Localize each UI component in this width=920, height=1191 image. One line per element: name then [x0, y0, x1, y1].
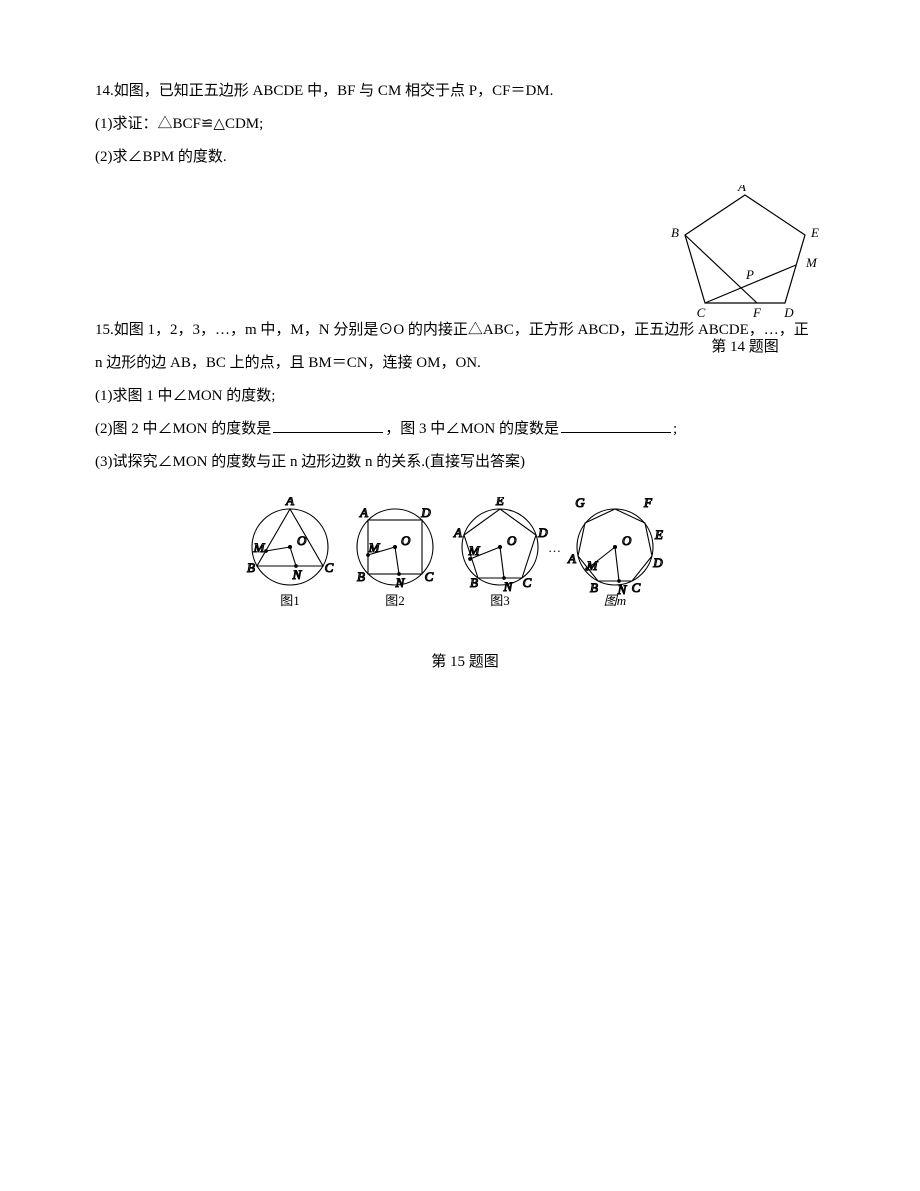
svg-text:M: M	[253, 540, 266, 555]
q15-part1: (1)求图 1 中∠MON 的度数;	[95, 380, 835, 413]
svg-text:N: N	[395, 575, 406, 590]
svg-text:A: A	[285, 497, 294, 508]
svg-text:O: O	[297, 533, 307, 548]
svg-text:D: D	[537, 525, 548, 540]
q14-text: 14.如图，已知正五边形 ABCDE 中，BF 与 CM 相交于点 P，CF＝D…	[95, 75, 835, 174]
svg-text:…: …	[548, 540, 561, 555]
question-14: 14.如图，已知正五边形 ABCDE 中，BF 与 CM 相交于点 P，CF＝D…	[95, 75, 835, 174]
svg-text:C: C	[523, 575, 532, 590]
svg-text:C: C	[632, 580, 641, 595]
question-15: 15.如图 1，2，3，…，m 中，M，N 分别是⊙O 的内接正△ABC，正方形…	[95, 314, 835, 679]
svg-text:A: A	[567, 551, 576, 566]
svg-text:F: F	[643, 497, 653, 510]
q15-caption: 第 15 题图	[95, 646, 835, 679]
q15-figure: A B C M N O 图1 A D B	[95, 497, 835, 679]
svg-text:C: C	[425, 569, 434, 584]
q14-part1: (1)求证：△BCF≌△CDM;	[95, 108, 835, 141]
label-A: A	[737, 185, 746, 194]
svg-text:B: B	[357, 569, 365, 584]
q14-part2: (2)求∠BPM 的度数.	[95, 141, 835, 174]
q15-part2a: (2)图 2 中∠MON 的度数是	[95, 421, 271, 437]
svg-text:图1: 图1	[280, 593, 300, 608]
label-B: B	[671, 225, 679, 240]
svg-text:M: M	[468, 543, 481, 558]
blank-1	[273, 418, 383, 433]
label-C: C	[697, 305, 706, 320]
svg-text:G: G	[575, 497, 585, 510]
pentagon-diagram: A B E C D F M P	[665, 185, 825, 325]
circles-diagram: A B C M N O 图1 A D B	[240, 497, 690, 627]
svg-text:N: N	[503, 579, 514, 594]
svg-text:A: A	[359, 505, 368, 520]
svg-text:D: D	[652, 555, 663, 570]
svg-text:D: D	[420, 505, 431, 520]
q15-part2b: ，图 3 中∠MON 的度数是	[385, 421, 559, 437]
svg-text:M: M	[586, 558, 599, 573]
svg-text:图2: 图2	[385, 593, 405, 608]
q15-part2: (2)图 2 中∠MON 的度数是 ，图 3 中∠MON 的度数是;	[95, 413, 835, 446]
svg-text:O: O	[622, 533, 632, 548]
svg-text:E: E	[654, 527, 663, 542]
svg-text:C: C	[325, 560, 334, 575]
svg-text:A: A	[453, 525, 462, 540]
q14-stem: 14.如图，已知正五边形 ABCDE 中，BF 与 CM 相交于点 P，CF＝D…	[95, 75, 835, 108]
svg-text:N: N	[292, 567, 303, 582]
q14-caption: 第 14 题图	[665, 331, 825, 364]
q15-part3: (3)试探究∠MON 的度数与正 n 边形边数 n 的关系.(直接写出答案)	[95, 446, 835, 479]
label-E: E	[810, 225, 819, 240]
svg-text:B: B	[470, 575, 478, 590]
svg-text:图m: 图m	[604, 593, 626, 608]
svg-text:O: O	[507, 533, 517, 548]
svg-text:B: B	[247, 560, 255, 575]
svg-text:M: M	[368, 540, 381, 555]
label-F: F	[752, 305, 762, 320]
label-D: D	[783, 305, 794, 320]
blank-2	[561, 418, 671, 433]
svg-text:B: B	[590, 580, 598, 595]
label-M: M	[805, 255, 818, 270]
q15-part2c: ;	[673, 421, 677, 437]
svg-text:O: O	[401, 533, 411, 548]
svg-text:图3: 图3	[490, 593, 510, 608]
label-P: P	[745, 267, 754, 282]
q14-figure: A B E C D F M P 第 14 题图	[665, 185, 825, 364]
svg-text:E: E	[495, 497, 504, 508]
